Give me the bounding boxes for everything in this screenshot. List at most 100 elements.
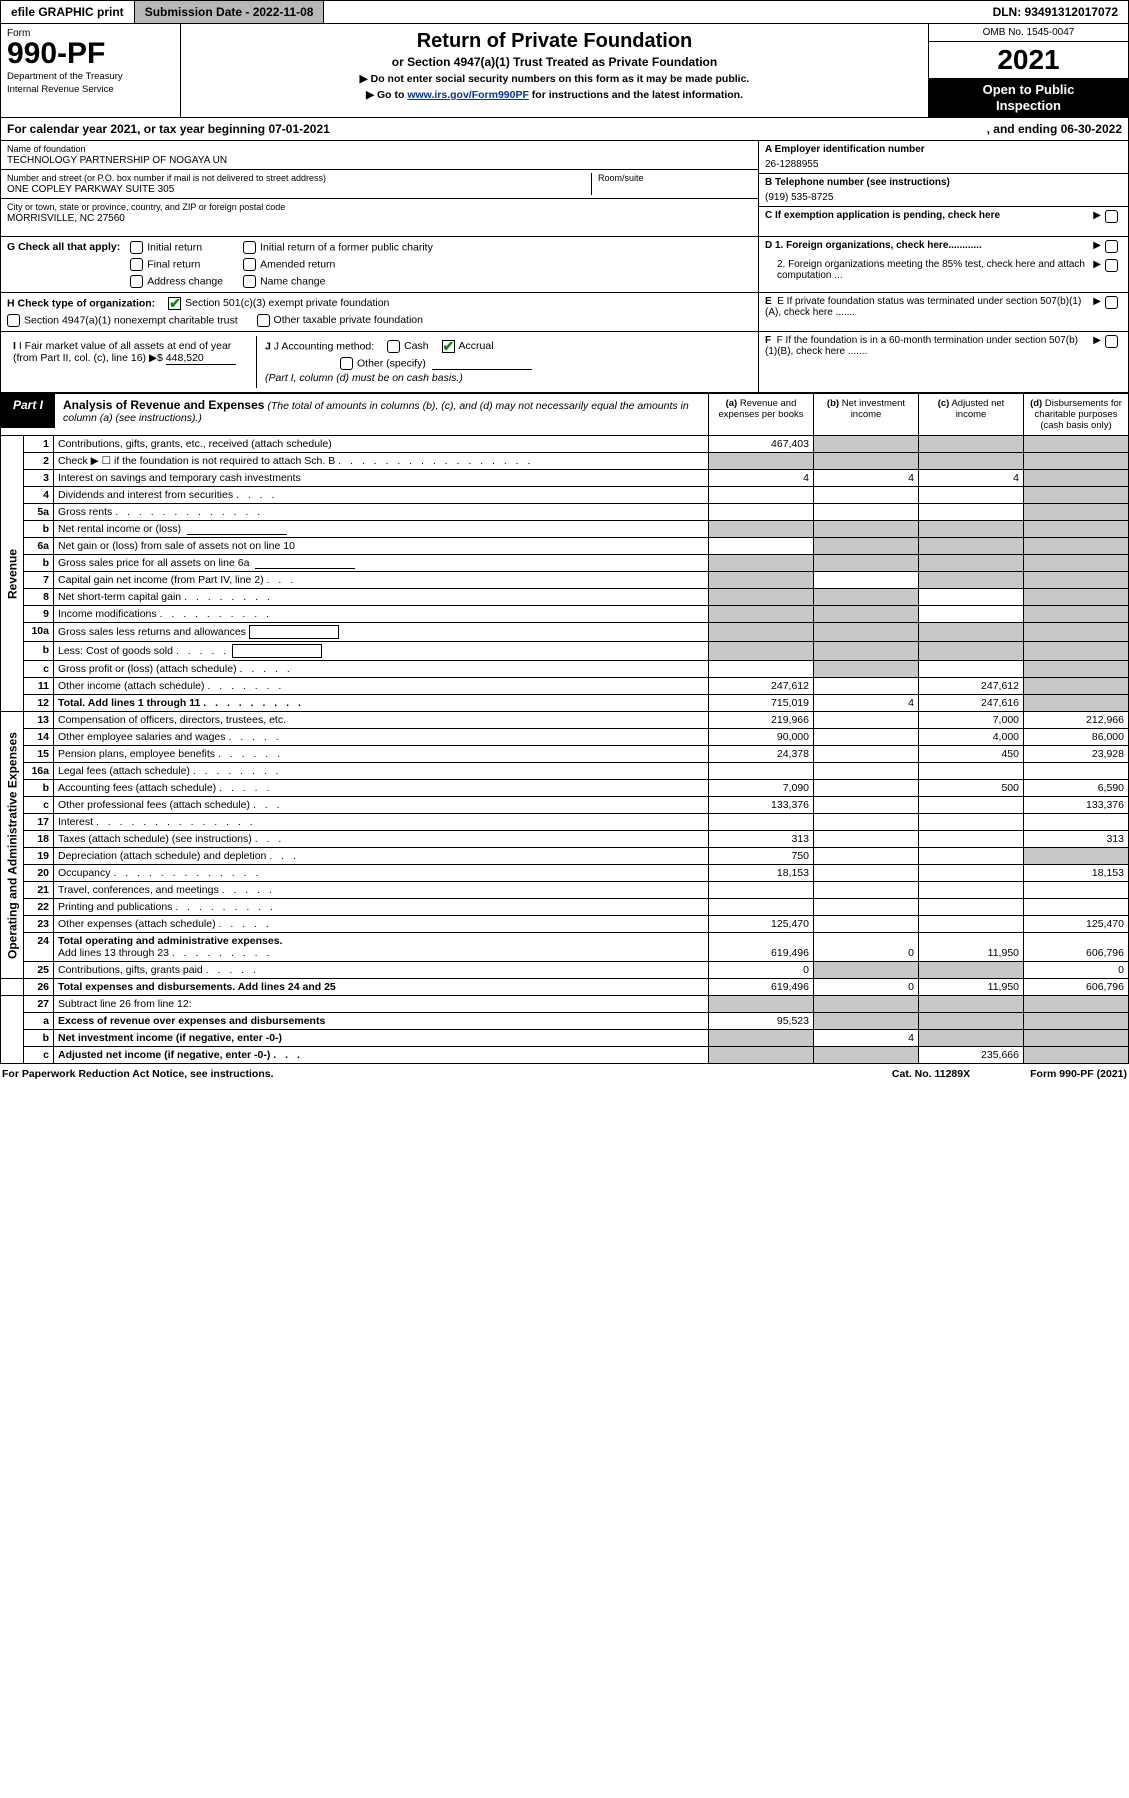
row-27a: aExcess of revenue over expenses and dis… — [1, 1013, 1129, 1030]
calyear-end: , and ending 06-30-2022 — [987, 122, 1122, 136]
city-label: City or town, state or province, country… — [7, 202, 752, 212]
g-o5: Amended return — [260, 258, 335, 270]
arrow-icon: ▶ — [1093, 296, 1101, 307]
col-b-header: (b) Net investment income — [814, 394, 919, 436]
form-note-link: ▶ Go to www.irs.gov/Form990PF for instru… — [189, 89, 920, 101]
col-d-header: (d) Disbursements for charitable purpose… — [1024, 394, 1129, 436]
col-a-header: (a) Revenue and expenses per books — [709, 394, 814, 436]
j-o3: Other (specify) — [357, 357, 426, 369]
row-27b: bNet investment income (if negative, ent… — [1, 1030, 1129, 1047]
form-header: Form 990-PF Department of the Treasury I… — [0, 24, 1129, 118]
open-line2: Inspection — [933, 98, 1124, 114]
row-18: 18Taxes (attach schedule) (see instructi… — [1, 831, 1129, 848]
i-arrow: ▶$ — [149, 352, 163, 364]
page-footer: For Paperwork Reduction Act Notice, see … — [0, 1064, 1129, 1084]
phone-cell: B Telephone number (see instructions) (9… — [759, 174, 1128, 207]
header-mid: Return of Private Foundation or Section … — [181, 24, 928, 117]
h-label: H Check type of organization: — [7, 297, 155, 309]
row-10c: cGross profit or (loss) (attach schedule… — [1, 661, 1129, 678]
e-label: E E If private foundation status was ter… — [765, 296, 1089, 318]
g-o1: Initial return — [147, 241, 202, 253]
dln: DLN: 93491312017072 — [983, 1, 1128, 23]
omb-number: OMB No. 1545-0047 — [929, 24, 1128, 42]
note2-pre: ▶ Go to — [366, 89, 407, 101]
form-title: Return of Private Foundation — [189, 30, 920, 53]
addr-label: Number and street (or P.O. box number if… — [7, 173, 591, 183]
row-10b: bLess: Cost of goods sold . . . . . — [1, 642, 1129, 661]
row-20: 20Occupancy . . . . . . . . . . . . . 18… — [1, 865, 1129, 882]
efile-print-btn[interactable]: efile GRAPHIC print — [1, 1, 135, 23]
row-23: 23Other expenses (attach schedule) . . .… — [1, 916, 1129, 933]
expenses-side-label: Operating and Administrative Expenses — [1, 712, 24, 979]
dept-treasury: Department of the Treasury — [7, 71, 174, 82]
g-o3: Address change — [147, 275, 223, 287]
j-note: (Part I, column (d) must be on cash basi… — [265, 372, 744, 384]
calyear-begin: For calendar year 2021, or tax year begi… — [7, 122, 330, 136]
h-other-taxable-chk[interactable] — [257, 314, 270, 327]
row-12: 12Total. Add lines 1 through 11 . . . . … — [1, 695, 1129, 712]
row-13: Operating and Administrative Expenses 13… — [1, 712, 1129, 729]
h-4947-chk[interactable] — [7, 314, 20, 327]
room-label: Room/suite — [598, 173, 752, 183]
row-10a: 10aGross sales less returns and allowanc… — [1, 623, 1129, 642]
g-o6: Name change — [260, 275, 325, 287]
g-amended-chk[interactable] — [243, 258, 256, 271]
part1-label: Part I — [1, 394, 55, 428]
row-16c: cOther professional fees (attach schedul… — [1, 797, 1129, 814]
e-section: E E If private foundation status was ter… — [758, 293, 1128, 331]
name-value: TECHNOLOGY PARTNERSHIP OF NOGAYA UN — [7, 155, 752, 166]
j-cash-chk[interactable] — [387, 340, 400, 353]
row-24: 24Total operating and administrative exp… — [1, 933, 1129, 962]
form-number: 990-PF — [7, 39, 174, 69]
c-label: C If exemption application is pending, c… — [765, 210, 1089, 221]
g-name-change-chk[interactable] — [243, 275, 256, 288]
ein-cell: A Employer identification number 26-1288… — [759, 141, 1128, 174]
row-11: 11Other income (attach schedule) . . . .… — [1, 678, 1129, 695]
g-o4: Initial return of a former public charit… — [260, 241, 433, 253]
row-6a: 6aNet gain or (loss) from sale of assets… — [1, 538, 1129, 555]
h-501c3-chk[interactable] — [168, 297, 181, 310]
h-section: H Check type of organization: Section 50… — [1, 293, 758, 331]
ij-section: I I Fair market value of all assets at e… — [1, 332, 758, 392]
g-final-return-chk[interactable] — [130, 258, 143, 271]
footer-left: For Paperwork Reduction Act Notice, see … — [2, 1068, 274, 1080]
j-o2: Accrual — [459, 340, 494, 352]
phone-label: B Telephone number (see instructions) — [765, 177, 1122, 188]
row-8: 8Net short-term capital gain . . . . . .… — [1, 589, 1129, 606]
h-o1: Section 501(c)(3) exempt private foundat… — [185, 297, 389, 309]
f-checkbox[interactable] — [1105, 335, 1118, 348]
arrow-icon: ▶ — [1093, 335, 1101, 346]
c-checkbox[interactable] — [1105, 210, 1118, 223]
d2-checkbox[interactable] — [1105, 259, 1118, 272]
arrow-icon: ▶ — [1093, 240, 1101, 251]
row-7: 7Capital gain net income (from Part IV, … — [1, 572, 1129, 589]
addr-value: ONE COPLEY PARKWAY SUITE 305 — [7, 184, 591, 195]
open-to-public: Open to Public Inspection — [929, 78, 1128, 117]
row-26: 26Total expenses and disbursements. Add … — [1, 979, 1129, 996]
d1-checkbox[interactable] — [1105, 240, 1118, 253]
row-27c: cAdjusted net income (if negative, enter… — [1, 1047, 1129, 1064]
g-o2: Final return — [147, 258, 200, 270]
topbar: efile GRAPHIC print Submission Date - 20… — [0, 0, 1129, 24]
e-checkbox[interactable] — [1105, 296, 1118, 309]
ein-value: 26-1288955 — [765, 159, 1122, 170]
g-initial-return-chk[interactable] — [130, 241, 143, 254]
row-1: Revenue 1Contributions, gifts, grants, e… — [1, 436, 1129, 453]
f-label: F F If the foundation is in a 60-month t… — [765, 335, 1089, 357]
g-address-change-chk[interactable] — [130, 275, 143, 288]
footer-mid: Cat. No. 11289X — [892, 1068, 970, 1080]
irs: Internal Revenue Service — [7, 84, 174, 95]
part1-title: Analysis of Revenue and Expenses (The to… — [55, 394, 708, 428]
row-21: 21Travel, conferences, and meetings . . … — [1, 882, 1129, 899]
g-initial-former-chk[interactable] — [243, 241, 256, 254]
i-value: 448,520 — [166, 352, 236, 365]
id-right: A Employer identification number 26-1288… — [758, 141, 1128, 236]
row-4: 4Dividends and interest from securities … — [1, 487, 1129, 504]
j-other-chk[interactable] — [340, 357, 353, 370]
j-accrual-chk[interactable] — [442, 340, 455, 353]
j-label: J Accounting method: — [274, 340, 374, 352]
ein-label: A Employer identification number — [765, 144, 1122, 155]
irs-link[interactable]: www.irs.gov/Form990PF — [407, 89, 529, 101]
col-c-header: (c) Adjusted net income — [919, 394, 1024, 436]
i-section: I I Fair market value of all assets at e… — [7, 336, 257, 388]
